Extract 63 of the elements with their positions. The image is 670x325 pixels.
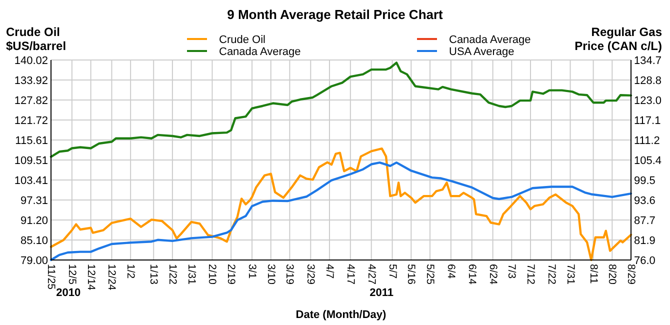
x-tick-label: 5/25 [424, 264, 436, 285]
legend-label: Canada Average [449, 34, 531, 46]
x-tick-label: 3/19 [284, 264, 296, 285]
x-tick-label: 3/10 [264, 264, 277, 285]
y-tick-label: 133.92 [14, 74, 48, 87]
x-tick-label: 1/22 [166, 264, 178, 285]
x-tick-label: 8/20 [606, 264, 618, 285]
legend-label: USA Average [449, 46, 514, 58]
x-tick-label: 4/27 [365, 264, 378, 285]
x-tick-label: 7/3 [506, 264, 518, 279]
x-tick-label: 12/14 [84, 264, 97, 290]
text: 2010 [56, 287, 81, 299]
x-tick-label: 1/13 [148, 264, 160, 285]
y2-tick-label: 105.4 [634, 154, 662, 167]
text: 2011 [370, 287, 394, 299]
line-series [50, 62, 632, 158]
x-axis-title: Date (Month/Day) [296, 309, 387, 321]
x-tick-label: 5/7 [386, 264, 398, 279]
x-tick-label: 7/22 [545, 264, 558, 285]
y-tick-label: 121.72 [14, 114, 48, 127]
y-tick-label: 115.61 [15, 135, 48, 148]
x-tick-label: 4/7 [323, 264, 336, 279]
x-tick-label: 2/10 [206, 264, 218, 285]
y2-tick-label: 111.2 [634, 135, 660, 148]
x-tick-label: 3/29 [304, 264, 317, 285]
y2-tick-label: 134.7 [634, 55, 662, 67]
x-tick-label: 8/11 [587, 264, 600, 284]
x-tick-label: 6/24 [486, 264, 499, 285]
chart-title: 9 Month Average Retail Price Chart [227, 7, 444, 22]
y-tick-label: 103.41 [14, 174, 48, 187]
x-tick-label: 7/31 [564, 264, 576, 285]
y2-tick-label: 87.7 [634, 215, 656, 228]
x-tick-label: 1/2 [124, 264, 137, 279]
x-tick-label: 11/25 [45, 264, 57, 290]
y2-tick-label: 117.1 [634, 114, 661, 127]
legend-label: Crude Oil [219, 34, 266, 46]
y2-tick-label: 128.8 [634, 75, 662, 88]
y-tick-label: 79.00 [20, 255, 48, 267]
y2-tick-label: 81.9 [634, 234, 656, 247]
x-tick-label: 5/16 [405, 264, 418, 285]
y2-tick-label: 99.5 [634, 174, 656, 187]
y-tick-label: 127.82 [14, 94, 48, 107]
x-tick-label: 6/14 [466, 264, 478, 285]
x-tick-label: 12/5 [66, 264, 78, 285]
y2-tick-label: 76.0 [634, 255, 656, 267]
y2-axis-title: Regular Gas Price (CAN c/L) [574, 25, 662, 53]
y-tick-label: 91.20 [20, 215, 48, 228]
x-tick-label: 7/12 [524, 264, 536, 285]
y-tick-label: 85.10 [20, 235, 48, 248]
y-tick-label: 140.02 [14, 55, 48, 67]
y2-tick-label: 93.6 [634, 195, 656, 208]
x-tick-label: 6/4 [444, 264, 457, 279]
x-tick-label: 8/29 [625, 264, 637, 285]
y2-tick-label: 123.0 [634, 94, 662, 107]
x-tick-label: 12/24 [106, 264, 118, 290]
x-tick-label: 4/17 [344, 264, 356, 285]
x-tick-label: 2/19 [225, 264, 238, 285]
x-tick-label: 3/1 [246, 264, 258, 279]
x-tick-label: 1/31 [185, 264, 198, 285]
y-tick-label: 109.51 [14, 155, 48, 167]
legend-label: Canada Average [219, 46, 301, 58]
y-tick-label: 97.31 [20, 194, 48, 207]
y-axis-title: Crude Oil $US/barrel [6, 25, 66, 53]
